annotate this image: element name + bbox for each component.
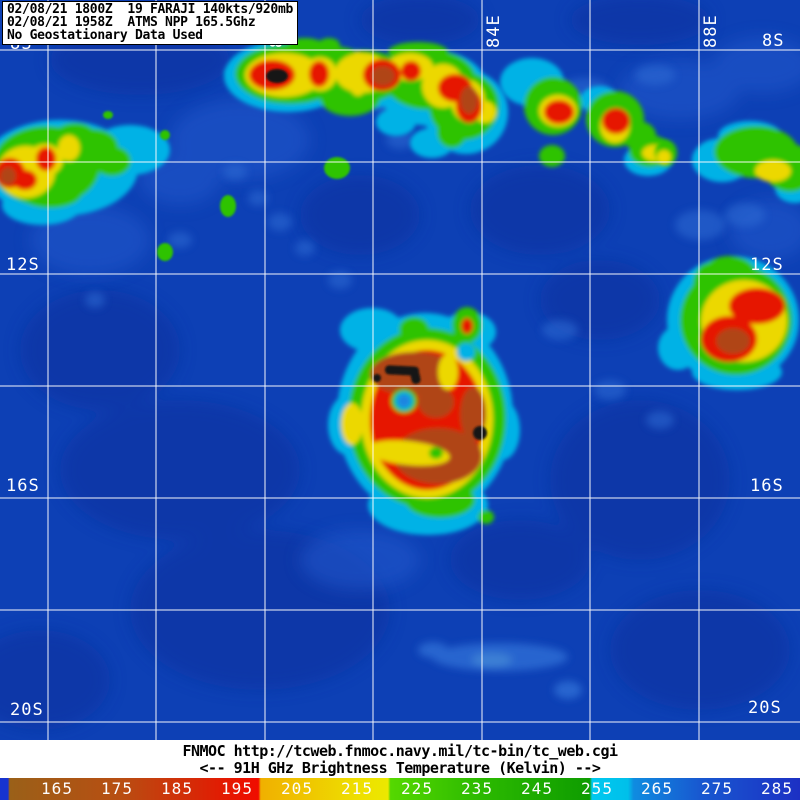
cyclone-inner-yellow <box>341 354 458 466</box>
cyclone-cold-spots <box>373 365 487 440</box>
colorbar-tick: 245 <box>521 779 553 798</box>
colorbar-tick: 285 <box>761 779 793 798</box>
east-convective-cell <box>658 256 799 390</box>
footer-caption: FNMOC http://tcweb.fnmoc.navy.mil/tc-bin… <box>0 740 800 778</box>
bottom-light-streak <box>418 642 582 699</box>
colorbar-tick: 235 <box>461 779 493 798</box>
grid-lines <box>0 0 800 740</box>
colorbar-tick: 205 <box>281 779 313 798</box>
topleft-convection <box>0 120 170 225</box>
lat-label-16s-right: 16S <box>750 476 784 496</box>
lat-label-12s-left: 12S <box>6 255 40 275</box>
cyclone-eye <box>391 389 417 413</box>
footer-product-line: <-- 91H GHz Brightness Temperature (Kelv… <box>199 759 601 777</box>
temperature-colorbar: 165 175 185 195 205 215 225 235 245 255 … <box>0 778 800 800</box>
lat-label-12s-right: 12S <box>750 255 784 275</box>
lon-label-88e: 88E <box>701 14 721 48</box>
info-line-datetime-intensity: 02/08/21 1800Z 19 FARAJI 140kts/920mb <box>7 2 294 17</box>
info-line-sensor: 02/08/21 1958Z ATMS NPP 165.5Ghz <box>7 15 256 30</box>
colorbar-tick: 265 <box>641 779 673 798</box>
lat-label-16s-left: 16S <box>6 476 40 496</box>
colorbar-tick: 185 <box>161 779 193 798</box>
right-edge-band <box>655 121 800 203</box>
info-line-geo-note: No Geostationary Data Used <box>7 28 203 43</box>
colorbar-tick: 275 <box>701 779 733 798</box>
scattered-green-dots <box>103 3 350 261</box>
colorbar-tick: 195 <box>221 779 253 798</box>
colorbar-tick: 215 <box>341 779 373 798</box>
lat-label-8s-right: 8S <box>762 31 785 51</box>
satellite-image <box>0 0 800 740</box>
colorbar-tick: 255 <box>581 779 613 798</box>
brightness-temperature-map <box>0 0 800 740</box>
lon-label-84e: 84E <box>484 14 504 48</box>
top-convective-band <box>224 38 508 158</box>
lat-label-20s-right: 20S <box>748 698 782 718</box>
colorbar-tick: 175 <box>101 779 133 798</box>
lat-label-20s-left: 20S <box>10 700 44 720</box>
colorbar-tick: 225 <box>401 779 433 798</box>
footer-url-line: FNMOC http://tcweb.fnmoc.navy.mil/tc-bin… <box>182 742 618 760</box>
colorbar-tick: 165 <box>41 779 73 798</box>
storm-info-box: 02/08/21 1800Z 19 FARAJI 140kts/920mb 02/… <box>2 1 299 45</box>
top-band-cold-spot <box>266 69 288 83</box>
